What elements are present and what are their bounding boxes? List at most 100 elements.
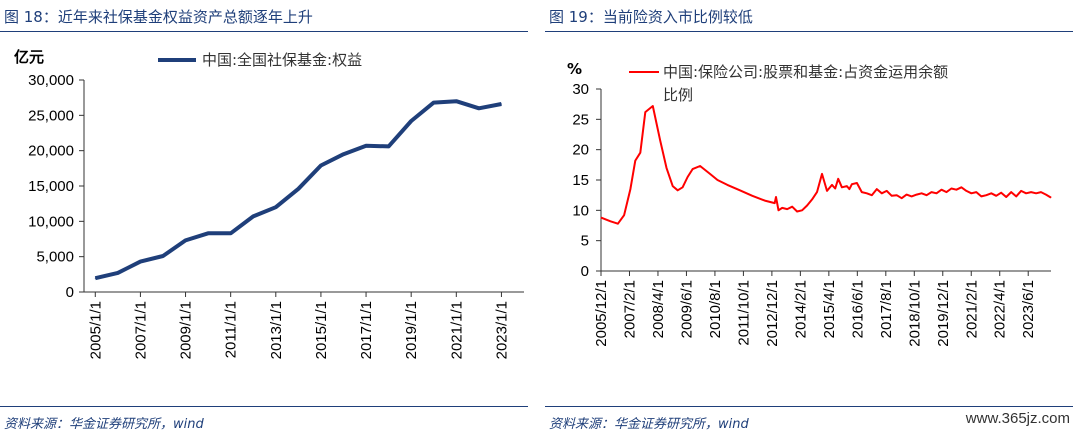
data-point bbox=[672, 185, 674, 187]
y-tick-label: 5,000 bbox=[36, 249, 74, 266]
data-point bbox=[600, 217, 602, 219]
x-tick-label: 2019/1/1 bbox=[403, 301, 420, 359]
data-point bbox=[871, 194, 873, 196]
data-point bbox=[775, 196, 777, 198]
data-point bbox=[816, 191, 818, 193]
source-divider bbox=[0, 406, 528, 407]
legend-label-line1: 中国:保险公司:股票和基金:占资金运用余额 bbox=[663, 63, 948, 81]
data-point bbox=[1040, 191, 1042, 193]
data-point bbox=[846, 185, 848, 187]
data-point bbox=[275, 206, 277, 208]
x-tick-label: 2015/1/1 bbox=[313, 301, 330, 359]
chart-series bbox=[600, 105, 1052, 225]
data-point bbox=[297, 188, 299, 190]
data-point bbox=[677, 189, 679, 191]
data-point bbox=[837, 178, 839, 180]
data-point bbox=[778, 209, 779, 211]
data-point bbox=[1025, 192, 1027, 194]
data-point bbox=[623, 214, 625, 216]
y-tick-label: 0 bbox=[581, 263, 589, 280]
data-point bbox=[906, 194, 908, 195]
data-point bbox=[960, 186, 962, 188]
x-tick-label: 2017/1/1 bbox=[358, 301, 375, 359]
data-point bbox=[841, 186, 843, 188]
y-tick-label: 25 bbox=[572, 111, 589, 128]
data-point bbox=[455, 100, 457, 102]
watermark: www.365jz.com bbox=[965, 410, 1070, 427]
data-point bbox=[433, 102, 435, 104]
y-tick-label: 20,000 bbox=[28, 143, 74, 160]
data-point bbox=[388, 145, 390, 147]
data-point bbox=[207, 232, 209, 234]
data-point bbox=[956, 189, 957, 191]
data-point bbox=[876, 188, 878, 190]
x-tick-label: 2010/8/1 bbox=[707, 280, 724, 338]
data-point bbox=[941, 189, 942, 191]
chart-series bbox=[94, 99, 502, 281]
y-tick-label: 15,000 bbox=[28, 178, 74, 195]
data-point bbox=[881, 192, 883, 194]
y-axis-unit: 亿元 bbox=[14, 48, 44, 66]
data-point bbox=[851, 183, 853, 185]
data-point bbox=[1050, 197, 1052, 198]
data-point bbox=[629, 188, 631, 190]
data-point bbox=[139, 261, 141, 263]
series-line-insurance-ratio bbox=[600, 105, 1052, 225]
legend-label: 中国:全国社保基金:权益 bbox=[202, 51, 362, 69]
data-point bbox=[834, 188, 836, 189]
data-point bbox=[610, 220, 611, 222]
x-tick-label: 2015/4/1 bbox=[821, 280, 838, 338]
data-point bbox=[946, 191, 947, 193]
data-point bbox=[1045, 194, 1047, 195]
data-point bbox=[751, 195, 753, 197]
legend-label-line2: 比例 bbox=[663, 86, 693, 104]
chart-axes: 0 5,000 10,000 15,000 20,000 25,000 30,000 2005… bbox=[28, 72, 524, 359]
data-point bbox=[936, 192, 937, 194]
x-tick-label: 2019/12/1 bbox=[935, 280, 952, 347]
data-point bbox=[831, 184, 833, 186]
data-point bbox=[652, 105, 654, 107]
series-line-nssf-equity bbox=[94, 99, 502, 281]
x-tick-label: 2005/12/1 bbox=[593, 280, 610, 347]
data-point bbox=[980, 195, 982, 197]
data-point bbox=[791, 206, 793, 208]
data-point bbox=[162, 255, 164, 257]
data-point bbox=[117, 272, 119, 274]
data-point bbox=[666, 167, 667, 169]
data-point bbox=[1020, 190, 1022, 192]
figure-title: 图 19：当前险资入市比例较低 bbox=[549, 8, 753, 26]
data-point bbox=[252, 215, 254, 217]
insurance-equity-ratio-line-chart: % 中国:保险公司:股票和基金:占资金运用余额 比例 0 5 10 15 20 25 30 2… bbox=[567, 60, 1052, 347]
data-point bbox=[478, 107, 480, 109]
data-point bbox=[410, 120, 412, 122]
data-point bbox=[1010, 191, 1012, 193]
data-point bbox=[1000, 192, 1002, 194]
x-tick-label: 2021/2/1 bbox=[963, 280, 980, 338]
y-tick-label: 10,000 bbox=[28, 213, 74, 230]
x-tick-label: 2021/1/1 bbox=[448, 301, 465, 359]
data-point bbox=[699, 165, 701, 167]
x-tick-label: 2009/1/1 bbox=[178, 301, 195, 359]
data-point bbox=[806, 205, 808, 206]
data-point bbox=[826, 190, 828, 192]
data-point bbox=[717, 179, 718, 181]
data-point bbox=[921, 192, 922, 194]
data-point bbox=[342, 153, 344, 155]
data-point bbox=[901, 197, 903, 199]
data-point bbox=[786, 208, 788, 210]
data-point bbox=[781, 207, 783, 209]
x-tick-label: 2023/1/1 bbox=[493, 301, 510, 359]
data-point bbox=[1030, 191, 1032, 193]
data-point bbox=[1035, 192, 1037, 194]
title-divider bbox=[0, 31, 528, 32]
data-point bbox=[659, 140, 661, 141]
data-point bbox=[866, 192, 868, 194]
x-tick-label: 2016/6/1 bbox=[849, 280, 866, 338]
source-note: 资料来源：华金证券研究所，wind bbox=[549, 417, 749, 432]
data-point bbox=[821, 173, 823, 175]
y-tick-label: 0 bbox=[66, 284, 74, 301]
y-tick-label: 30 bbox=[572, 81, 589, 98]
data-point bbox=[639, 152, 641, 154]
y-tick-label: 30,000 bbox=[28, 72, 74, 89]
source-note: 资料来源：华金证券研究所，wind bbox=[4, 417, 204, 432]
